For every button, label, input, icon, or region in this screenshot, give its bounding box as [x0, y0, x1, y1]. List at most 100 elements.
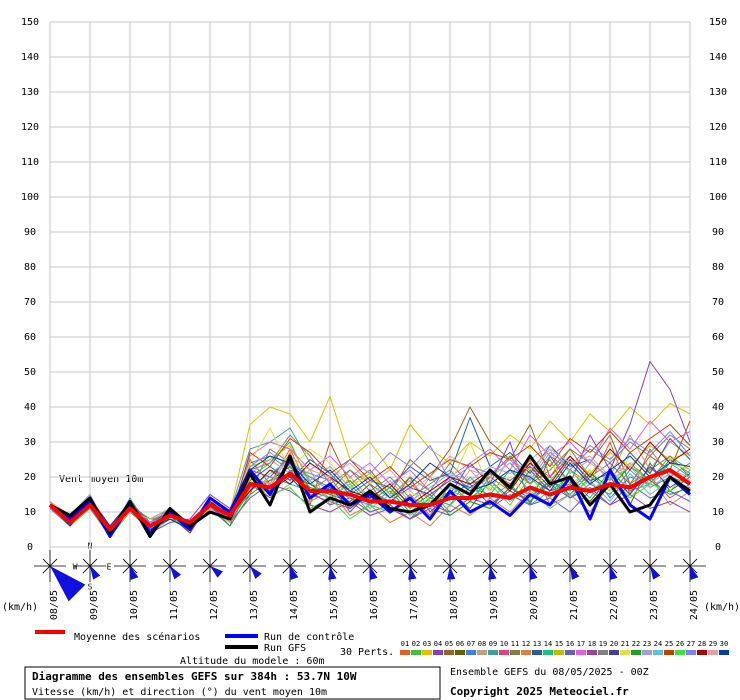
pert-label: 27 — [687, 640, 695, 648]
y-unit: (km/h) — [2, 602, 38, 613]
pert-swatch — [411, 650, 421, 655]
pert-label: 22 — [632, 640, 640, 648]
pert-swatch — [444, 650, 454, 655]
y-tick-label-right: 70 — [712, 297, 724, 308]
rose-wedge — [170, 566, 182, 580]
y-tick-label: 30 — [24, 437, 36, 448]
pert-label: 13 — [533, 640, 541, 648]
rose-wedge — [90, 566, 101, 580]
wind-rose — [514, 550, 546, 582]
subtitle: Vitesse (km/h) et direction (°) du vent … — [32, 687, 327, 698]
y-tick-label: 90 — [24, 227, 36, 238]
wind-rose — [234, 550, 266, 582]
y-tick-label: 20 — [24, 472, 36, 483]
wind-rose — [594, 550, 626, 582]
pert-swatch — [708, 650, 718, 655]
pert-swatch — [543, 650, 553, 655]
x-tick-label: 18/05 — [449, 590, 460, 620]
rose-wedge — [447, 566, 456, 580]
pert-swatch — [697, 650, 707, 655]
pert-label: 16 — [566, 640, 574, 648]
x-tick-label: 08/05 — [49, 590, 60, 620]
rose-wedge — [290, 566, 299, 580]
pert-label: 05 — [445, 640, 453, 648]
y-tick-label: 80 — [24, 262, 36, 273]
y-tick-label: 100 — [21, 192, 39, 203]
pert-swatch — [488, 650, 498, 655]
rose-wedge — [328, 566, 337, 580]
pert-swatch — [620, 650, 630, 655]
pert-swatch — [631, 650, 641, 655]
pert-swatch — [576, 650, 586, 655]
pert-swatch — [554, 650, 564, 655]
x-tick-label: 22/05 — [609, 590, 620, 620]
y-tick-label: 140 — [21, 52, 39, 63]
pert-swatch — [664, 650, 674, 655]
x-tick-label: 09/05 — [89, 590, 100, 620]
wind-rose — [194, 550, 226, 582]
pert-swatch — [719, 650, 729, 655]
y-tick-label-right: 90 — [712, 227, 724, 238]
y-tick-label: 0 — [27, 542, 33, 553]
wind-rose — [634, 550, 666, 582]
pert-label: 25 — [665, 640, 673, 648]
y-tick-label: 50 — [24, 367, 36, 378]
wind-rose — [314, 550, 346, 582]
x-tick-label: 13/05 — [249, 590, 260, 620]
y-tick-label: 40 — [24, 402, 36, 413]
pert-label: 20 — [610, 640, 618, 648]
rose-wedge — [210, 566, 223, 578]
pert-swatch — [532, 650, 542, 655]
y-tick-label-right: 110 — [709, 157, 727, 168]
pert-label: 21 — [621, 640, 629, 648]
y-tick-label-right: 130 — [709, 87, 727, 98]
series-line — [49, 431, 691, 537]
copyright: Copyright 2025 Meteociel.fr — [450, 685, 629, 698]
series-line — [49, 459, 691, 527]
y-tick-label-right: 100 — [709, 192, 727, 203]
pert-label: 06 — [456, 640, 464, 648]
pert-label: 24 — [654, 640, 662, 648]
pert-swatch — [587, 650, 597, 655]
rose-wedge — [690, 566, 699, 580]
wind-rose — [354, 550, 386, 582]
pert-label: 02 — [412, 640, 420, 648]
x-tick-label: 23/05 — [649, 590, 660, 620]
series-line — [48, 468, 692, 532]
legend-label: Run GFS — [264, 643, 306, 654]
x-tick-label: 24/05 — [689, 590, 700, 620]
pert-label: 15 — [555, 640, 563, 648]
pert-swatch — [686, 650, 696, 655]
y-tick-label: 60 — [24, 332, 36, 343]
rose-wedge — [130, 566, 139, 580]
rose-wedge — [408, 566, 417, 580]
y-tick-label-right: 0 — [715, 542, 721, 553]
y-tick-label: 130 — [21, 87, 39, 98]
rose-wedge — [650, 566, 661, 580]
pert-label: 17 — [577, 640, 585, 648]
x-tick-label: 17/05 — [409, 590, 420, 620]
wind-rose — [74, 550, 106, 582]
title-box — [24, 666, 441, 700]
legend-label: Run de contrôle — [264, 631, 354, 643]
x-tick-label: 15/05 — [329, 590, 340, 620]
pert-label: 09 — [489, 640, 497, 648]
pert-label: 29 — [709, 640, 717, 648]
pert-swatch — [675, 650, 685, 655]
annotation: Vent moyen 10m — [59, 474, 143, 485]
pert-swatch — [433, 650, 443, 655]
x-tick-label: 12/05 — [209, 590, 220, 620]
rose-wedge — [488, 566, 497, 580]
pert-swatch — [477, 650, 487, 655]
pert-swatch — [642, 650, 652, 655]
series-line — [49, 454, 691, 538]
pert-label: 07 — [467, 640, 475, 648]
wind-rose — [114, 550, 146, 582]
pert-label: 04 — [434, 640, 442, 648]
pert-label: 14 — [544, 640, 552, 648]
pert-label: 10 — [500, 640, 508, 648]
y-tick-label: 110 — [21, 157, 39, 168]
wind-rose — [274, 550, 306, 582]
wind-rose — [674, 550, 706, 582]
